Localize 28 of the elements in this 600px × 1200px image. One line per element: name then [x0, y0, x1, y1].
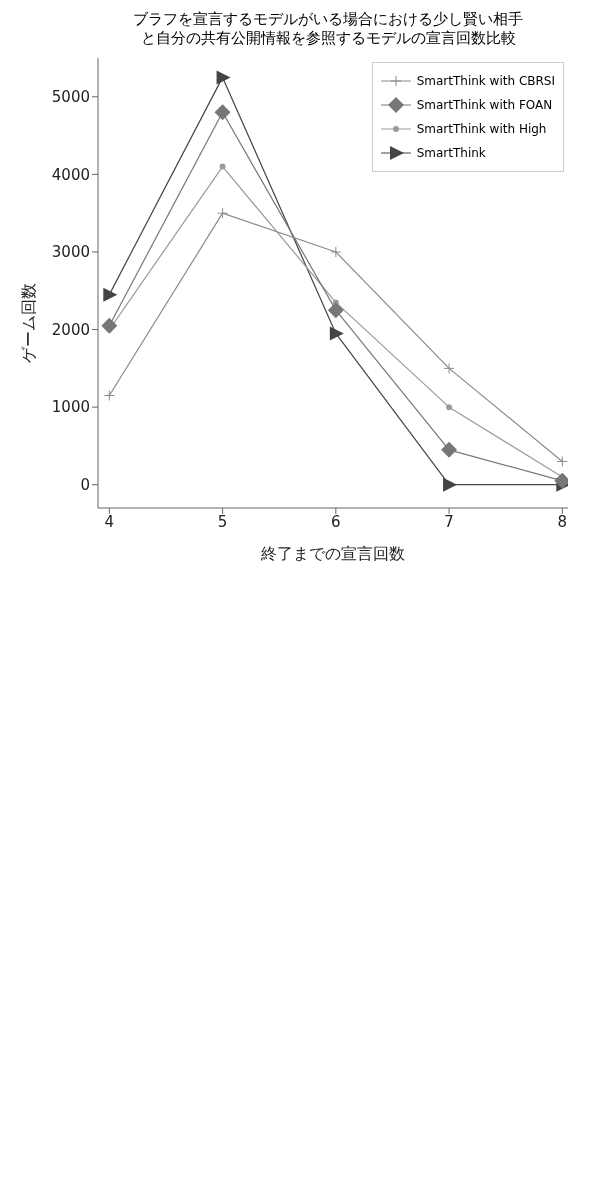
legend-label: SmartThink with FOAN: [416, 98, 553, 112]
point: [441, 441, 458, 458]
legend-label: SmartThink with High: [416, 122, 547, 136]
point: [446, 404, 453, 411]
x-axis-title: 終了までの宣言回数: [260, 544, 405, 564]
y-tick-label: 2000: [51, 320, 90, 339]
legend-label: SmartThink: [416, 146, 486, 160]
point: [327, 302, 344, 319]
y-tick-label: 5000: [51, 88, 90, 107]
y-axis-title: ゲーム回数: [18, 283, 38, 363]
point: [214, 104, 231, 121]
point: [103, 287, 118, 302]
x-tick-label: 8: [557, 512, 568, 531]
x-tick-label: 5: [217, 512, 228, 531]
x-tick-label: 6: [331, 512, 341, 531]
point: [101, 317, 118, 334]
point: [219, 163, 226, 170]
y-tick-label: 3000: [51, 243, 90, 262]
y-tick-label: 0: [80, 476, 90, 495]
point: [216, 70, 231, 85]
point: [443, 477, 458, 492]
y-tick-label: 1000: [51, 398, 90, 417]
point: [329, 326, 344, 341]
y-tick-label: 4000: [51, 165, 90, 184]
chart-title: ブラフを宣言するモデルがいる場合における少し賢い相手と自分の共有公開情報を参照するモデルの宣言回数比較: [132, 10, 524, 48]
x-tick-label: 4: [104, 512, 115, 531]
x-tick-label: 7: [444, 512, 454, 531]
legend-label: SmartThink with CBRSI: [416, 74, 555, 88]
